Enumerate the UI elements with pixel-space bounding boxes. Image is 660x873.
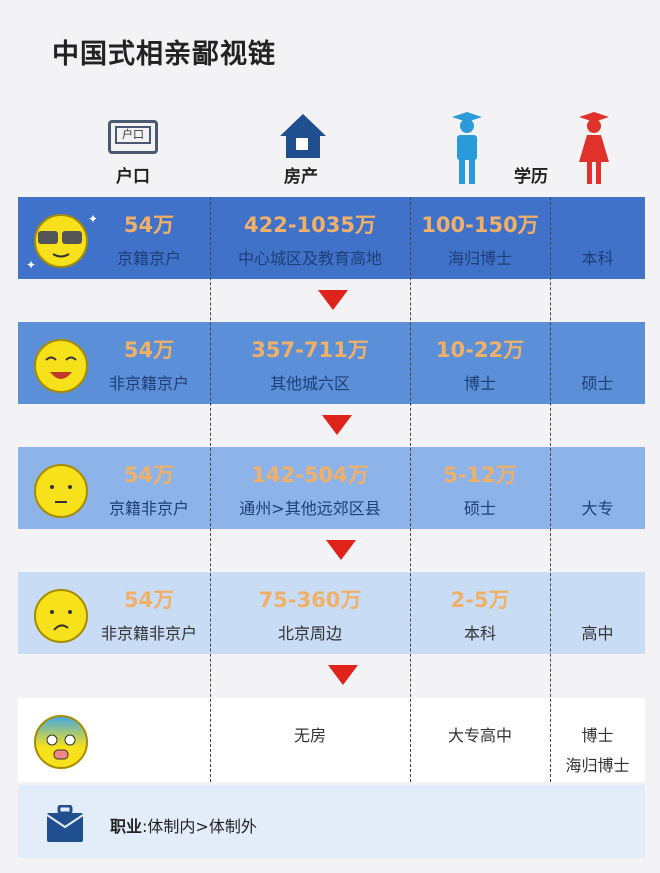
property-area: 其他城六区	[269, 374, 350, 393]
tier-row-4: 54万非京籍非京户 75-360万北京周边 2-5万本科 高中	[18, 572, 645, 654]
hukou-icon-text: 户口	[115, 126, 151, 144]
education-female: 本科	[581, 249, 614, 268]
hukou-value: 54万	[123, 338, 175, 362]
education-male: 硕士	[463, 499, 496, 518]
hukou-type: 非京籍非京户	[100, 624, 197, 643]
down-arrow-icon	[328, 665, 358, 685]
cool-face-icon: ✦✦	[26, 212, 96, 271]
svg-text:✦: ✦	[26, 258, 36, 271]
education-female: 大专	[581, 499, 614, 518]
tier-row-2: 54万非京籍京户 357-711万其他城六区 10-22万博士 硕士	[18, 322, 645, 404]
down-arrow-icon	[326, 540, 356, 560]
property-value: 357-711万	[251, 338, 369, 362]
neutral-face-icon	[34, 464, 88, 518]
occupation-footer: 职业:体制内>体制外	[18, 785, 645, 858]
education-value: 2-5万	[450, 588, 510, 612]
occupation-colon: :	[142, 817, 148, 836]
happy-face-icon	[34, 339, 88, 393]
education-male: 海归博士	[447, 249, 512, 268]
hukou-type: 京籍京户	[116, 249, 181, 268]
header-hukou: 户口	[116, 167, 150, 187]
hukou-value: 54万	[123, 588, 175, 612]
male-graduate-icon	[452, 112, 482, 184]
page-title: 中国式相亲鄙视链	[52, 39, 276, 70]
property-value: 422-1035万	[244, 213, 376, 237]
header-property: 房产	[284, 167, 318, 187]
hukou-type: 京籍非京户	[108, 499, 189, 518]
hukou-book-icon: 户口	[108, 120, 158, 154]
education-male: 大专高中	[447, 726, 512, 745]
property-value: 142-504万	[251, 463, 369, 487]
education-female: 博士	[581, 726, 614, 745]
hukou-type: 非京籍京户	[108, 374, 189, 393]
occupation-label: 职业	[110, 817, 143, 836]
scared-face-icon	[34, 715, 88, 769]
down-arrow-icon	[322, 415, 352, 435]
tier-row-5: 无房 大专高中 博士海归博士	[18, 698, 645, 782]
tier-row-1: ✦ ✦ 54万 京籍京户 422-1035万 中心城区及教育高地 100-150万 海归…	[18, 197, 645, 279]
education-value: 5-12万	[443, 463, 517, 487]
property-area: 无房	[293, 726, 326, 745]
property-area: 北京周边	[277, 624, 342, 643]
occupation-text: 体制内>体制外	[147, 817, 257, 836]
education-male: 本科	[463, 624, 496, 643]
property-area: 中心城区及教育高地	[237, 249, 382, 268]
education-male: 博士	[463, 374, 496, 393]
sad-face-icon	[34, 589, 88, 643]
column-divider	[410, 197, 411, 782]
education-female: 高中	[581, 624, 614, 643]
tier-row-3: 54万京籍非京户 142-504万通州>其他远郊区县 5-12万硕士 大专	[18, 447, 645, 529]
education-value: 10-22万	[435, 338, 525, 362]
property-area: 通州>其他远郊区县	[239, 499, 381, 518]
hukou-value: 54万	[123, 463, 175, 487]
education-female: 硕士	[581, 374, 614, 393]
education-female-alt: 海归博士	[565, 756, 630, 775]
property-value: 75-360万	[258, 588, 362, 612]
down-arrow-icon	[318, 290, 348, 310]
svg-text:✦: ✦	[88, 212, 96, 226]
female-graduate-icon	[579, 112, 609, 184]
education-value: 100-150万	[421, 213, 539, 237]
house-icon	[280, 114, 326, 158]
briefcase-icon	[46, 805, 84, 842]
hukou-value: 54万	[123, 213, 175, 237]
column-divider	[210, 197, 211, 782]
header-education: 学历	[514, 167, 548, 187]
column-divider	[550, 197, 551, 782]
